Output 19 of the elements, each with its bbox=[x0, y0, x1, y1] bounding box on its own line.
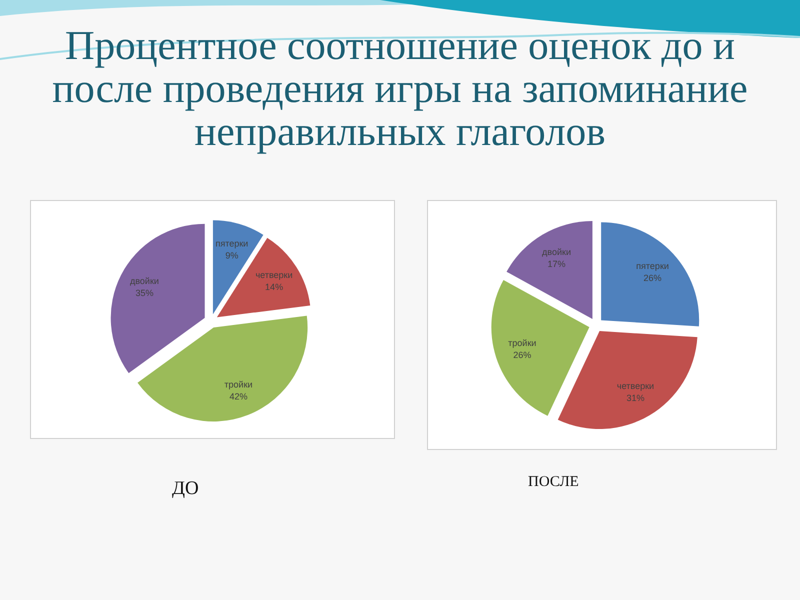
data-label: 14% bbox=[265, 282, 284, 292]
slice-label: пятерки bbox=[636, 260, 669, 271]
data-label: 31% bbox=[626, 392, 644, 403]
slice-label: двойки bbox=[542, 247, 571, 258]
text: ДО bbox=[172, 478, 199, 500]
slice-label: четверки bbox=[255, 270, 293, 280]
data-label: 26% bbox=[644, 272, 662, 283]
data-label: 17% bbox=[548, 259, 566, 270]
slice-label: двойки bbox=[130, 276, 159, 286]
data-label: 26% bbox=[513, 350, 532, 360]
data-label: 9% bbox=[225, 250, 238, 260]
data-label: 35% bbox=[135, 288, 154, 298]
data-label: 42% bbox=[229, 391, 248, 402]
text: ПОСЛЕ bbox=[528, 474, 579, 491]
slice-label: тройки bbox=[224, 379, 253, 390]
slice-label: четверки bbox=[616, 380, 654, 391]
slice-label: пятерки bbox=[215, 238, 248, 248]
slice-label: тройки bbox=[508, 338, 536, 348]
text: Процентное соотношение оценок до и после проведения игры на запоминание неправильных глаголов bbox=[51, 22, 749, 154]
